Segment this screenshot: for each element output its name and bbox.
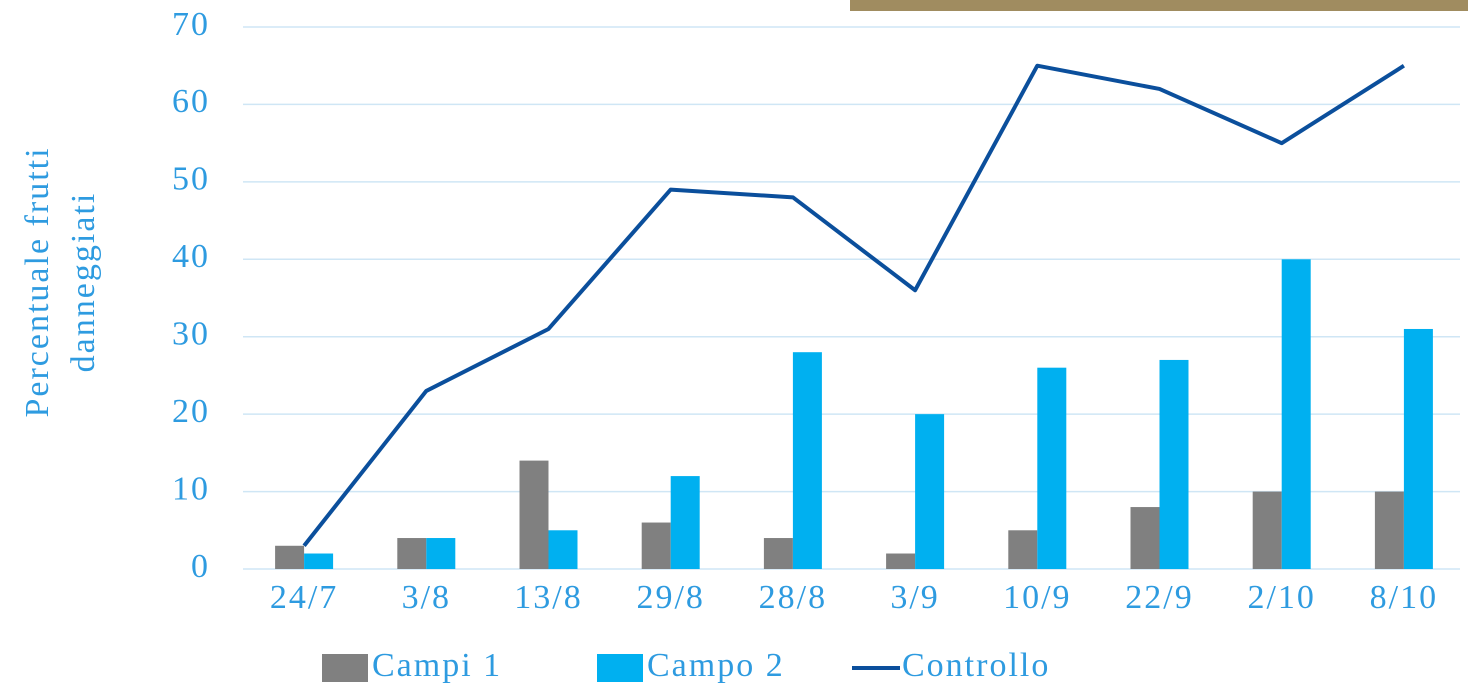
bar — [549, 530, 578, 569]
chart: 0 10 20 30 40 50 60 70 Percentuale fruttidannegg… — [0, 0, 1476, 696]
legend-label: Controllo — [902, 647, 1050, 684]
bar — [1282, 259, 1311, 569]
bar — [764, 538, 793, 569]
x-tick-label: 10/9 — [1003, 579, 1071, 616]
x-tick-label: 28/8 — [759, 579, 827, 616]
bar — [671, 476, 700, 569]
y-tick-label: 10 — [172, 470, 210, 507]
legend-swatch — [322, 654, 368, 682]
y-tick-label: 20 — [172, 393, 210, 430]
bar — [642, 523, 671, 569]
y-tick-label: 50 — [172, 161, 210, 198]
bar — [520, 461, 549, 569]
bar — [1131, 507, 1160, 569]
x-tick-label: 2/10 — [1247, 579, 1315, 616]
bar — [1160, 360, 1189, 569]
legend-label: Campo 2 — [647, 647, 785, 684]
bar — [915, 414, 944, 569]
y-axis-title: Percentuale frutti — [19, 146, 56, 417]
legend-swatch — [597, 654, 643, 682]
y-tick-label: 40 — [172, 238, 210, 275]
x-tick-label: 3/8 — [402, 579, 451, 616]
y-tick-label: 70 — [172, 6, 210, 43]
bar — [426, 538, 455, 569]
legend-label: Campi 1 — [372, 647, 502, 684]
bar — [886, 554, 915, 569]
y-tick-label: 0 — [191, 548, 210, 585]
line — [304, 66, 1404, 546]
bar — [793, 352, 822, 569]
x-tick-label: 8/10 — [1370, 579, 1438, 616]
x-tick-label: 24/7 — [270, 579, 338, 616]
bar — [275, 546, 304, 569]
bar — [1008, 530, 1037, 569]
bar — [304, 554, 333, 569]
y-axis-title: danneggiati — [65, 192, 102, 373]
y-tick-label: 60 — [172, 83, 210, 120]
bar — [1037, 368, 1066, 569]
bar — [1375, 492, 1404, 569]
bar — [1253, 492, 1282, 569]
bar — [397, 538, 426, 569]
x-tick-label: 3/9 — [890, 579, 939, 616]
y-tick-label: 30 — [172, 316, 210, 353]
x-tick-label: 22/9 — [1125, 579, 1193, 616]
x-tick-label: 29/8 — [636, 579, 704, 616]
bar — [1404, 329, 1433, 569]
x-tick-label: 13/8 — [514, 579, 582, 616]
photo-fragment — [850, 0, 1468, 11]
